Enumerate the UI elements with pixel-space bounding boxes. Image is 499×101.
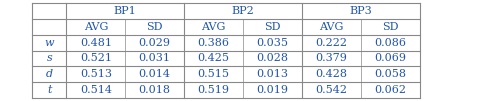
Text: 0.521: 0.521: [80, 53, 112, 63]
Text: 0.086: 0.086: [374, 38, 406, 48]
Text: 0.222: 0.222: [315, 38, 347, 48]
Text: BP3: BP3: [349, 6, 372, 16]
Text: 0.069: 0.069: [374, 53, 406, 63]
Text: SD: SD: [146, 22, 163, 32]
Text: AVG: AVG: [202, 22, 226, 32]
Text: 0.425: 0.425: [198, 53, 230, 63]
Text: 0.519: 0.519: [198, 85, 230, 95]
Text: 0.428: 0.428: [315, 69, 347, 79]
Text: 0.013: 0.013: [256, 69, 288, 79]
Text: SD: SD: [264, 22, 281, 32]
Text: d: d: [46, 69, 53, 79]
Text: 0.515: 0.515: [198, 69, 230, 79]
Text: t: t: [47, 85, 52, 95]
Text: AVG: AVG: [84, 22, 108, 32]
Text: 0.514: 0.514: [80, 85, 112, 95]
Text: 0.018: 0.018: [139, 85, 171, 95]
Text: 0.513: 0.513: [80, 69, 112, 79]
Text: 0.028: 0.028: [256, 53, 288, 63]
Text: AVG: AVG: [319, 22, 343, 32]
Text: 0.035: 0.035: [256, 38, 288, 48]
Text: 0.029: 0.029: [139, 38, 171, 48]
Text: BP1: BP1: [114, 6, 137, 16]
Text: BP2: BP2: [232, 6, 254, 16]
Text: 0.379: 0.379: [315, 53, 347, 63]
Text: 0.031: 0.031: [139, 53, 171, 63]
Text: w: w: [44, 38, 54, 48]
Text: SD: SD: [382, 22, 399, 32]
Text: 0.019: 0.019: [256, 85, 288, 95]
Text: s: s: [46, 53, 52, 63]
Text: 0.386: 0.386: [198, 38, 230, 48]
Text: 0.481: 0.481: [80, 38, 112, 48]
Text: 0.014: 0.014: [139, 69, 171, 79]
Text: 0.058: 0.058: [374, 69, 406, 79]
Text: 0.062: 0.062: [374, 85, 406, 95]
Text: 0.542: 0.542: [315, 85, 347, 95]
